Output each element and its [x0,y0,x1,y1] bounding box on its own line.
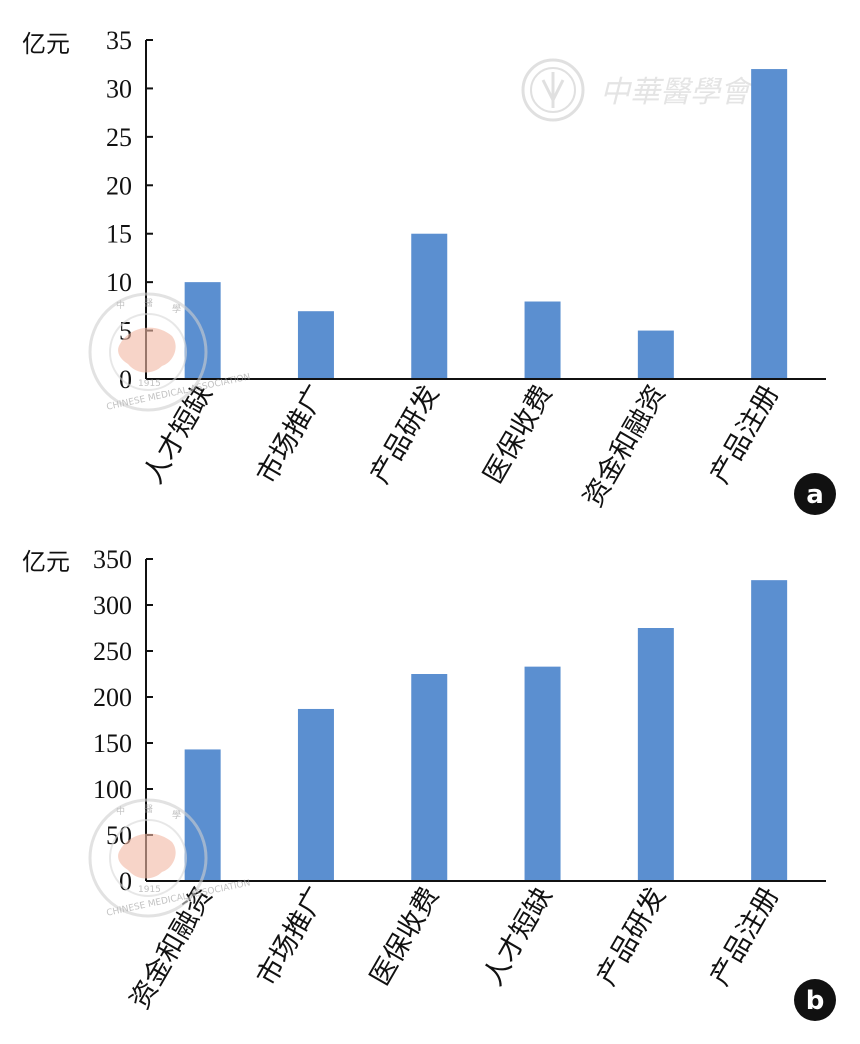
seal-year: 1915 [138,885,161,895]
panel-label-badge: a [794,473,836,515]
seal-char: 醫 [144,804,153,815]
bar [411,674,448,881]
y-tick-label: 100 [93,775,132,804]
bars [184,69,788,380]
seal-char: 學 [172,303,181,315]
y-unit-label: 亿元 [22,548,70,576]
x-category-labels: 人才短缺 市场推广 产品研发 医保收费 资金和融资 产品注册 [138,380,785,512]
y-tick-label: 0 [119,867,132,896]
y-tick-label: 150 [93,729,132,758]
association-seal-watermark: 中 醫 學 1915 CHINESE MEDICAL ASSOCIATION [88,292,251,413]
seal-year: 1915 [138,379,161,389]
bar [297,708,334,881]
seal-char: 中 [116,299,125,311]
association-seal-watermark: 中 醫 學 1915 CHINESE MEDICAL ASSOCIATION [88,798,251,919]
y-tick-label: 350 [93,545,132,574]
bar [637,628,674,881]
x-category-label: 市场推广 [251,882,332,991]
bar [184,749,221,881]
panel-label-badge: b [794,979,836,1021]
bar [524,666,561,881]
y-tick-label: 15 [106,220,132,249]
bar [297,311,334,379]
x-category-label: 产品研发 [591,882,672,991]
seal-char: 學 [172,809,181,821]
x-category-label: 人才短缺 [478,882,559,991]
bar [751,69,788,380]
y-tick-label: 10 [106,268,132,297]
x-category-label: 产品研发 [364,380,445,489]
seal-char: 中 [116,805,125,817]
x-category-label: 产品注册 [704,882,785,991]
panel-label: a [806,480,824,510]
y-tick-label: 20 [106,171,132,200]
seal-char: 醫 [144,298,153,309]
association-logo: 中華醫學會 [521,58,754,122]
x-category-label: 产品注册 [704,380,785,489]
bar [524,301,561,379]
association-logo-text: 中華醫學會 [600,75,754,110]
bar [751,580,788,881]
y-tick-label: 300 [93,591,132,620]
bars [184,580,788,881]
panel-label: b [806,986,825,1016]
y-tick-label: 200 [93,683,132,712]
y-tick-label: 0 [119,365,132,394]
y-tick-label: 250 [93,637,132,666]
x-category-label: 医保收费 [478,380,559,489]
x-category-labels: 资金和融资 市场推广 医保收费 人才短缺 产品研发 产品注册 [124,882,785,1014]
y-tick-label: 30 [106,74,132,103]
x-category-label: 市场推广 [251,380,332,489]
bar [411,233,448,379]
y-tick-label: 25 [106,123,132,152]
bar [637,330,674,379]
x-category-label: 医保收费 [364,882,445,991]
y-tick-label: 35 [106,26,132,55]
y-unit-label: 亿元 [22,30,70,58]
x-category-label: 资金和融资 [578,380,672,512]
